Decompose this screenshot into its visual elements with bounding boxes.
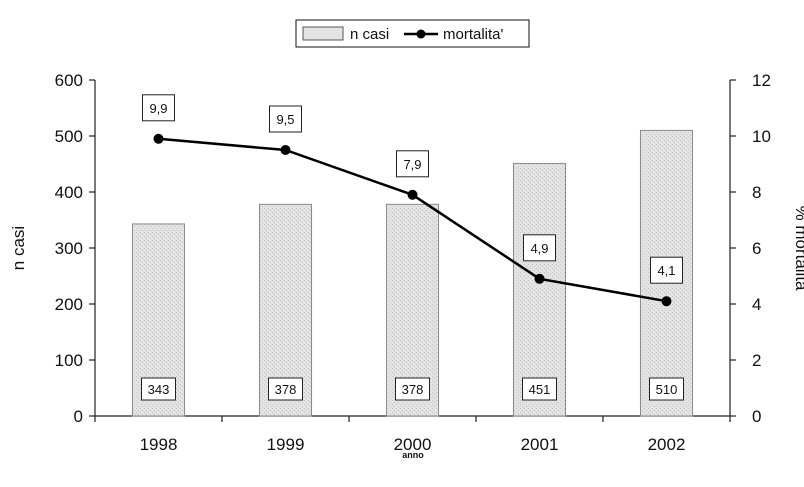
x-tick-label: 2001 [521, 435, 559, 454]
bar-label-box [268, 377, 303, 401]
line-label-box [650, 256, 683, 284]
y2-tick-label: 8 [752, 183, 761, 202]
legend-label-bars: n casi [350, 26, 389, 43]
line-point [661, 296, 672, 307]
y-tick-label: 400 [55, 183, 83, 202]
bar-data-label: 378 [275, 382, 297, 397]
line-label-box [269, 105, 302, 133]
line-data-label: 9,9 [149, 101, 167, 116]
y-tick-label: 500 [55, 127, 83, 146]
bar-label-box [649, 377, 684, 401]
legend-label-line: mortalita' [443, 26, 504, 43]
y2-tick-label: 6 [752, 239, 761, 258]
x-tick-label: 1998 [140, 435, 178, 454]
bar-data-label: 343 [148, 382, 170, 397]
line-label-box [523, 234, 556, 262]
legend-line-marker [416, 29, 426, 39]
bar-data-label: 510 [656, 382, 678, 397]
bar-label-box [522, 377, 557, 401]
bar-data-label: 451 [529, 382, 551, 397]
line-data-label: 4,1 [657, 263, 675, 278]
y2-tick-label: 12 [752, 71, 771, 90]
legend-bar-swatch [302, 26, 344, 41]
line-point [153, 133, 164, 144]
line-label-box [396, 150, 429, 178]
x-tick-label: 2002 [648, 435, 686, 454]
line-data-label: 9,5 [276, 112, 294, 127]
legend: n casi mortalita' [295, 19, 530, 48]
y-axis-ticks: 0 100 200 300 400 500 600 [55, 71, 95, 426]
y2-axis-title: % mortalità [792, 205, 804, 291]
bar-data-label: 378 [402, 382, 424, 397]
line-label-box [142, 94, 175, 122]
y-tick-label: 300 [55, 239, 83, 258]
x-tick-label: 2000 [394, 435, 432, 454]
y-tick-label: 0 [74, 407, 83, 426]
y-axis-title: n casi [9, 226, 28, 270]
y2-tick-label: 4 [752, 295, 761, 314]
y-tick-label: 600 [55, 71, 83, 90]
y2-tick-label: 0 [752, 407, 761, 426]
bar [512, 162, 567, 417]
x-axis-ticks: 1998 1999 2000 2001 2002 [94, 416, 731, 454]
line-data-label: 4,9 [530, 241, 548, 256]
bar-label-box [141, 377, 176, 401]
y2-axis-ticks: 0 2 4 6 8 10 12 [730, 71, 771, 426]
line-series: 9,9 9,5 7,9 4,9 4,1 [142, 94, 683, 307]
bar-label-box [395, 377, 430, 401]
line-point [534, 273, 545, 284]
y2-tick-label: 10 [752, 127, 771, 146]
line-point [407, 189, 418, 200]
line-point [280, 145, 291, 155]
bar [639, 129, 694, 417]
y2-tick-label: 2 [752, 351, 761, 370]
x-axis-title: anno [402, 450, 424, 460]
y-tick-label: 200 [55, 295, 83, 314]
y-tick-label: 100 [55, 351, 83, 370]
line-data-label: 7,9 [403, 157, 421, 172]
bar-series: 343 378 378 451 510 [131, 129, 694, 417]
x-tick-label: 1999 [267, 435, 305, 454]
